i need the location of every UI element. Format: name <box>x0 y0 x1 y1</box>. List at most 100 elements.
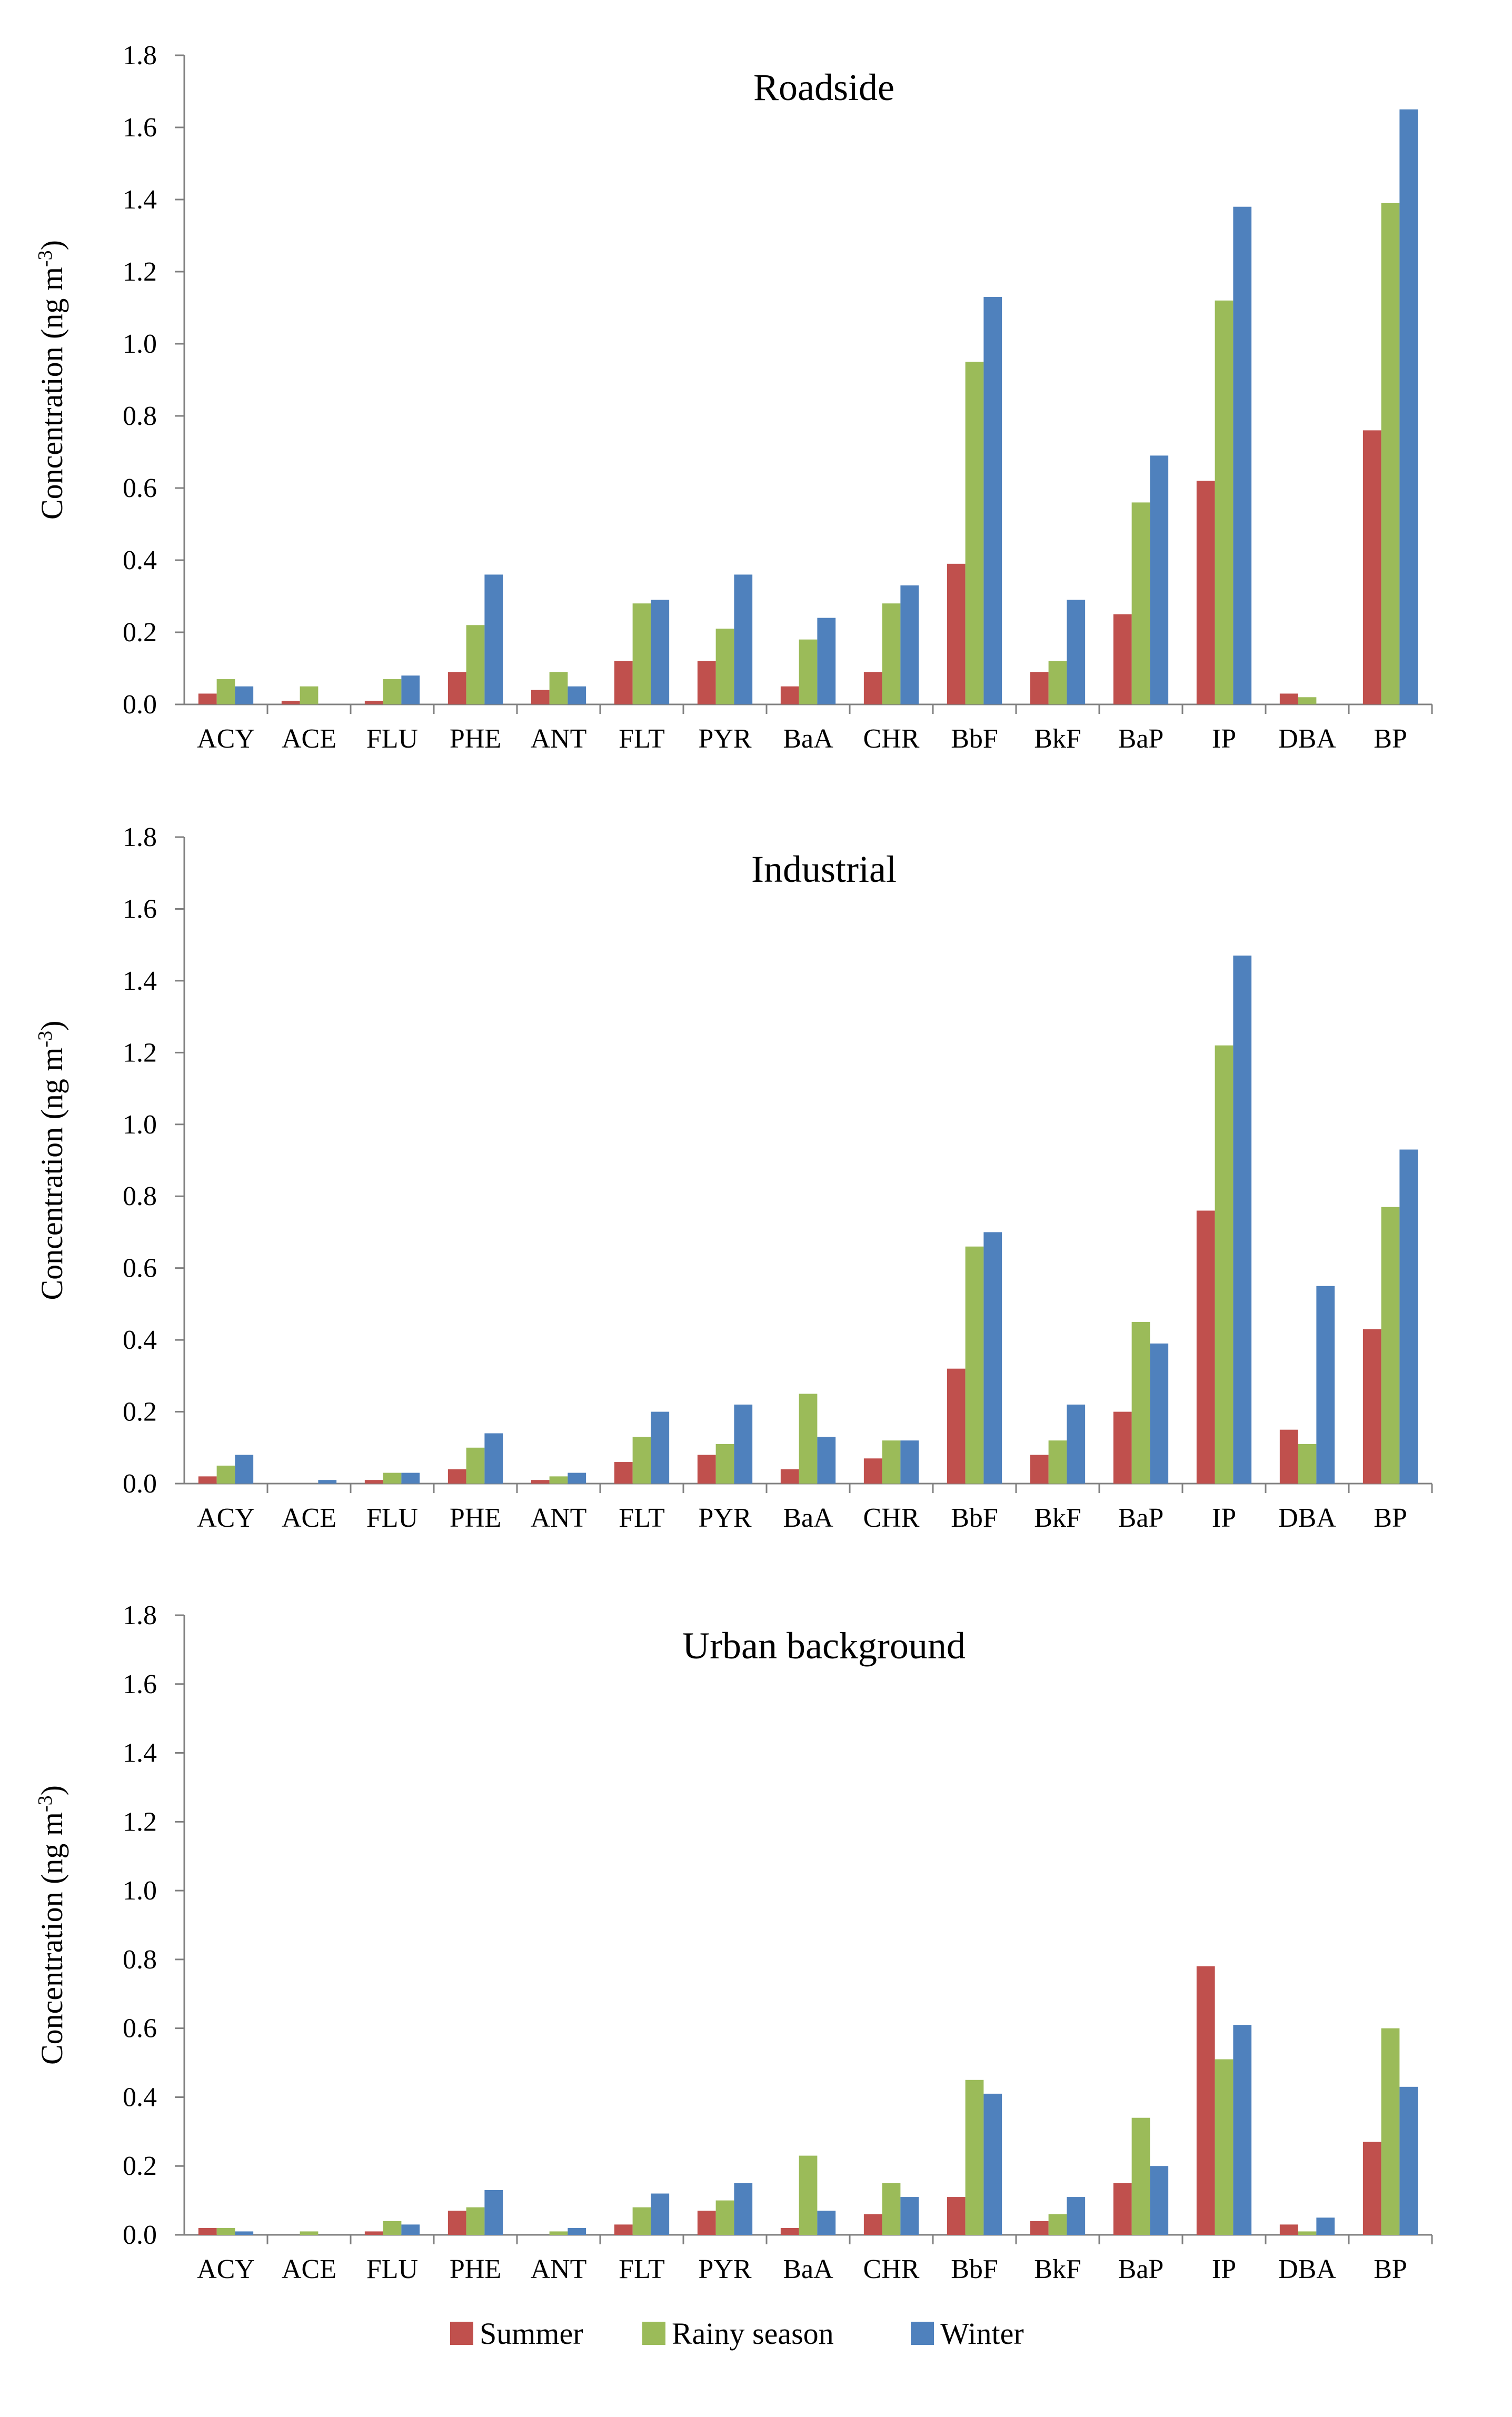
x-tick-label: BaA <box>783 1503 833 1533</box>
bar-winter-IP <box>1233 2025 1252 2235</box>
y-tick-label: 1.0 <box>123 1110 157 1140</box>
bar-summer-PYR <box>697 661 716 704</box>
bar-rainy-season-BbF <box>965 1246 984 1484</box>
x-tick-label: FLU <box>366 724 418 754</box>
bar-summer-CHR <box>863 1458 882 1484</box>
x-tick-label: PHE <box>450 2254 501 2284</box>
x-tick-label: ACY <box>197 2254 255 2284</box>
bar-winter-FLU <box>401 675 420 704</box>
bar-winter-BkF <box>1067 600 1086 704</box>
bar-rainy-season-FLT <box>632 603 651 704</box>
bar-summer-BkF <box>1030 1455 1049 1484</box>
chart-title: Industrial <box>751 848 897 890</box>
bar-rainy-season-ANT <box>549 672 568 704</box>
bar-winter-IP <box>1233 206 1252 704</box>
y-tick-label: 0.0 <box>123 2220 157 2250</box>
x-tick-label: FLU <box>366 1503 418 1533</box>
bar-rainy-season-ANT <box>549 2231 568 2235</box>
y-tick-label: 0.6 <box>123 2014 157 2044</box>
bar-rainy-season-BkF <box>1048 1440 1067 1484</box>
x-tick-label: ANT <box>531 2254 587 2284</box>
bar-summer-ACY <box>198 693 217 704</box>
bar-winter-ANT <box>568 1473 586 1484</box>
bar-summer-BP <box>1362 430 1381 704</box>
bar-rainy-season-CHR <box>882 2183 901 2235</box>
x-tick-label: ANT <box>531 1503 587 1533</box>
y-tick-label: 0.8 <box>123 401 157 431</box>
bar-winter-ACE <box>318 1480 337 1484</box>
bar-rainy-season-DBA <box>1298 1444 1317 1484</box>
bar-winter-BkF <box>1067 2197 1086 2235</box>
y-tick-label: 1.6 <box>123 894 157 924</box>
y-tick-label: 1.8 <box>123 41 157 71</box>
bar-summer-BkF <box>1030 2221 1049 2235</box>
y-tick-label: 1.8 <box>123 822 157 852</box>
y-tick-label: 1.2 <box>123 1807 157 1837</box>
x-tick-label: DBA <box>1278 2254 1336 2284</box>
bar-rainy-season-BaA <box>799 1394 818 1484</box>
bar-winter-PHE <box>484 1433 503 1484</box>
y-tick-label: 0.2 <box>123 618 157 648</box>
legend-label-winter: Winter <box>940 2316 1024 2351</box>
bar-summer-BbF <box>947 563 966 704</box>
x-tick-label: BP <box>1374 724 1407 754</box>
y-tick-label: 1.6 <box>123 113 157 143</box>
bar-winter-CHR <box>900 2197 919 2235</box>
bar-summer-CHR <box>863 672 882 704</box>
bar-rainy-season-BbF <box>965 362 984 704</box>
bar-winter-ACY <box>235 2231 254 2235</box>
bar-winter-ACY <box>235 686 254 704</box>
y-tick-label: 0.4 <box>123 2082 157 2112</box>
x-tick-label: PYR <box>698 1503 751 1533</box>
bar-summer-PYR <box>697 1455 716 1484</box>
bar-winter-CHR <box>900 585 919 704</box>
chart-panel-2: Industrial Concentration (ng m-3) 0.0 0.2 0.… <box>34 822 1433 1533</box>
bar-summer-BaA <box>780 686 799 704</box>
bar-summer-BaA <box>780 1469 799 1484</box>
bar-summer-IP <box>1196 481 1215 704</box>
y-tick-label: 1.6 <box>123 1669 157 1699</box>
x-tick-label: FLT <box>619 2254 665 2284</box>
bar-rainy-season-FLT <box>632 1437 651 1484</box>
bar-rainy-season-BP <box>1381 2028 1400 2235</box>
bar-summer-FLU <box>364 2231 383 2235</box>
bar-winter-BaP <box>1150 2166 1169 2235</box>
bar-winter-FLU <box>401 1473 420 1484</box>
x-tick-label: BkF <box>1034 1503 1081 1533</box>
x-tick-label: PYR <box>698 724 751 754</box>
bar-rainy-season-PHE <box>466 625 485 704</box>
bar-rainy-season-BkF <box>1048 2214 1067 2235</box>
bar-rainy-season-PHE <box>466 1447 485 1484</box>
chart-panel-3: Urban background Concentration (ng m-3) 0.… <box>34 1600 1433 2284</box>
x-tick-label: BaA <box>783 2254 833 2284</box>
bar-summer-FLT <box>614 2224 633 2235</box>
bar-summer-IP <box>1196 1966 1215 2235</box>
x-tick-label: ACE <box>282 1503 336 1533</box>
chart-title: Urban background <box>682 1625 966 1667</box>
bar-rainy-season-IP <box>1215 2059 1234 2235</box>
bar-rainy-season-FLT <box>632 2207 651 2235</box>
bar-rainy-season-ACE <box>300 2231 319 2235</box>
x-tick-label: BP <box>1374 1503 1407 1533</box>
y-tick-label: 1.2 <box>123 1038 157 1068</box>
bar-rainy-season-BaP <box>1131 2117 1150 2235</box>
x-tick-label: BaP <box>1118 2254 1164 2284</box>
y-tick-label: 0.4 <box>123 1325 157 1355</box>
bar-winter-ANT <box>568 2227 586 2235</box>
x-tick-label: BbF <box>951 1503 998 1533</box>
bar-rainy-season-PYR <box>715 629 734 704</box>
bar-rainy-season-PYR <box>715 1444 734 1484</box>
bar-rainy-season-FLU <box>383 679 402 704</box>
y-tick-label: 1.0 <box>123 329 157 359</box>
bar-winter-BbF <box>983 1232 1002 1484</box>
bar-winter-ANT <box>568 686 586 704</box>
bar-rainy-season-IP <box>1215 300 1234 704</box>
x-tick-label: FLT <box>619 1503 665 1533</box>
legend-label-summer: Summer <box>480 2316 583 2351</box>
bar-summer-DBA <box>1279 2224 1298 2235</box>
x-tick-label: BaP <box>1118 724 1164 754</box>
bar-winter-PHE <box>484 2190 503 2235</box>
bar-rainy-season-BaP <box>1131 1322 1150 1484</box>
bar-rainy-season-CHR <box>882 603 901 704</box>
x-tick-label: CHR <box>863 724 920 754</box>
